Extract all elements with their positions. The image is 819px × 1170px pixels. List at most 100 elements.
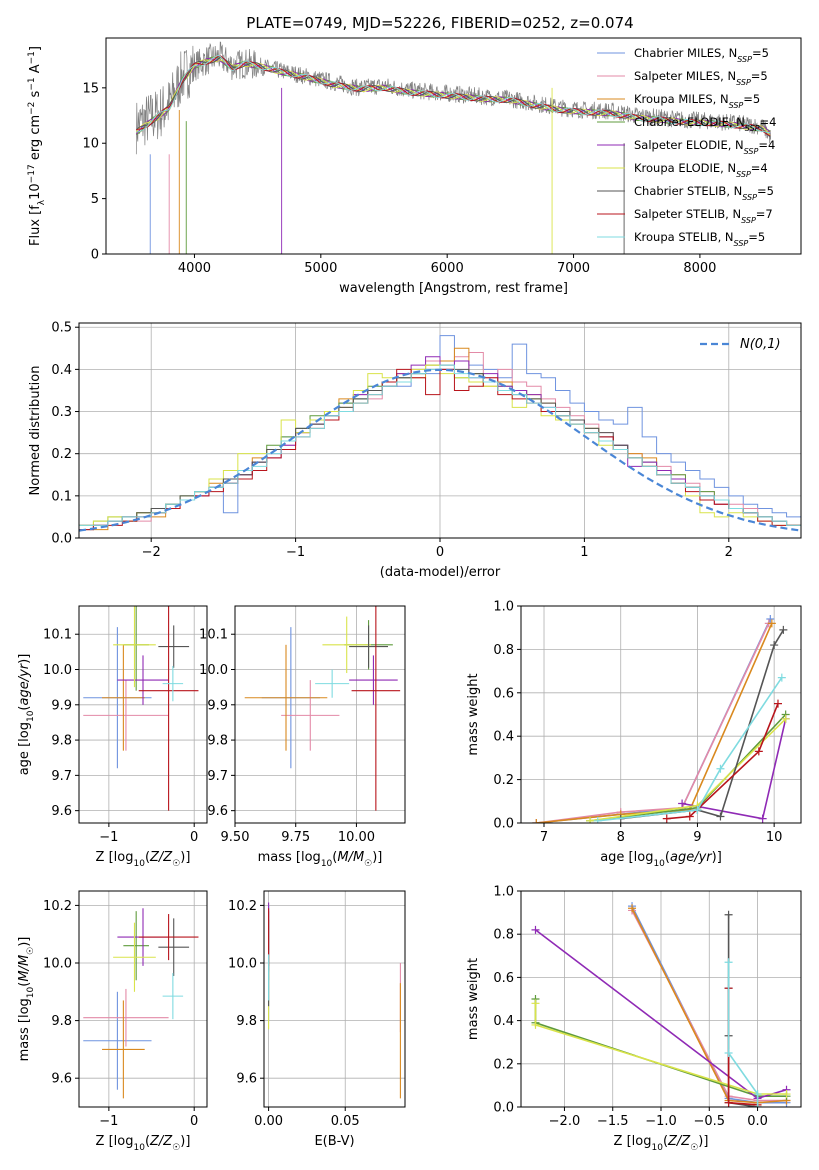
legend-label: Salpeter STELIB, NSSP=7 — [634, 207, 773, 225]
x-axis-label-part: ( — [145, 850, 150, 865]
y-tick-label: 10.0 — [43, 957, 72, 972]
weight-marker — [777, 673, 786, 682]
legend-sub: SSP — [744, 147, 759, 156]
y-axis-label-part: ☉ — [26, 947, 36, 955]
plot-area — [135, 41, 772, 254]
weight-marker — [770, 641, 779, 650]
weight-marker — [753, 1090, 762, 1099]
x-axis-label-part: 10 — [321, 859, 333, 869]
plot-area — [79, 323, 801, 538]
weight-marker — [758, 814, 767, 823]
weight-marker — [767, 619, 776, 628]
weight-marker — [753, 1103, 762, 1107]
x-axis-label-part: M/M — [337, 850, 364, 865]
weight-marker — [724, 910, 733, 919]
x-tick-label: 9.50 — [221, 830, 250, 845]
x-tick-label: −0.5 — [693, 1114, 725, 1129]
legend-nssp: =5 — [752, 46, 769, 60]
y-tick-label: 0.6 — [493, 971, 514, 986]
y-tick-label: 0 — [91, 248, 99, 263]
y-tick-label: 0.8 — [493, 643, 514, 658]
weight-marker — [693, 805, 702, 814]
x-tick-label: −2.0 — [549, 1114, 581, 1129]
legend-nssp: =4 — [751, 161, 768, 175]
y-axis-label-part: −1 — [27, 77, 37, 90]
x-tick-label: 9 — [693, 830, 701, 845]
y-tick-label: 0.8 — [493, 928, 514, 943]
y-axis-label-part: s — [28, 90, 43, 101]
figure-title: PLATE=0749, MJD=52226, FIBERID=0252, z=0… — [246, 14, 633, 32]
axes-frame — [263, 890, 406, 1108]
y-tick-label: 10.2 — [228, 899, 257, 914]
y-tick-label: 9.6 — [207, 804, 228, 819]
weight-marker — [678, 799, 687, 808]
weight-marker — [531, 1020, 540, 1029]
model-spectrum-salpeter-stelib — [136, 54, 771, 136]
panel-age-vs-Z: −1 09.69.79.89.910.010.1Z [log10(Z/Z☉)]ag… — [17, 605, 208, 869]
y-tick-label: 0.2 — [493, 773, 514, 788]
legend-label: Salpeter ELODIE, NSSP=4 — [634, 138, 775, 156]
y-axis-label-part: 10 — [26, 710, 36, 722]
legend-name: Salpeter ELODIE — [634, 138, 728, 152]
y-axis-label-part: ( — [17, 982, 32, 987]
legend-name: Chabrier MILES — [634, 46, 721, 60]
x-axis-label-part: ☉ — [172, 859, 180, 869]
legend-sub: SSP — [729, 101, 744, 110]
x-axis-label-part: age [log — [600, 850, 653, 865]
y-axis-label-part: ( — [17, 706, 32, 711]
legend-name: Chabrier ELODIE — [634, 115, 729, 129]
histogram-kroupa-stelib — [79, 364, 801, 526]
legend-label-normal: N(0,1) — [740, 337, 781, 352]
x-tick-label: 5000 — [304, 261, 337, 276]
x-axis-label-part: mass [log — [258, 850, 321, 865]
plot-area — [521, 606, 801, 823]
panel-weight-vs-Z: −2.0 −1.5 −1.0 −0.5 0.0 0.0 0.2 0.4 0.6 0.8 1.0 Z [… — [466, 885, 802, 1153]
x-tick-label: 7000 — [557, 261, 590, 276]
x-axis-label-part: ( — [145, 1134, 150, 1149]
x-tick-label: 0.0 — [747, 1114, 768, 1129]
x-axis-label: wavelength [Angstrom, rest frame] — [339, 281, 568, 296]
y-tick-label: 9.6 — [51, 1072, 72, 1087]
y-tick-label: 0.4 — [493, 730, 514, 745]
x-axis-label-part: Z [log — [96, 850, 134, 865]
y-axis-label-part: Flux [f — [28, 205, 43, 246]
x-axis-label: age [log10(age/yr)] — [600, 850, 722, 869]
x-axis-label-part: Z [log — [96, 1134, 134, 1149]
legend-nssp: =5 — [748, 230, 765, 244]
weight-line-salpeter-stelib — [666, 703, 779, 820]
legend-name: Chabrier STELIB — [634, 184, 726, 198]
y-tick-label: 9.8 — [236, 1014, 257, 1029]
legend-sep: , N — [725, 207, 741, 221]
weight-line-kroupa-stelib — [727, 962, 759, 1107]
y-tick-label: 0.4 — [51, 363, 72, 378]
y-axis-label: Normed distribution — [28, 366, 43, 496]
y-tick-label: 0.2 — [493, 1057, 514, 1072]
x-axis-label: mass [log10(M/M☉)] — [258, 850, 383, 869]
x-tick-label: 7 — [540, 830, 548, 845]
y-axis-label-part: 10 — [26, 986, 36, 998]
legend-sep: , N — [718, 230, 734, 244]
y-axis-label-part: −1 — [27, 51, 37, 64]
x-tick-label: 10.00 — [338, 830, 375, 845]
x-axis-label-part: age/yr — [670, 850, 713, 865]
weight-marker — [716, 764, 725, 773]
legend-sub: SSP — [745, 124, 760, 133]
y-axis-label-part: −2 — [27, 102, 37, 115]
y-axis-label: age [log10(age/yr)] — [17, 654, 36, 776]
legend-sub: SSP — [742, 193, 757, 202]
legend-sub: SSP — [737, 55, 752, 64]
panel-age-vs-mass: 9.50 9.75 10.00 9.6 9.7 9.8 9.9 10.0 10.1 mass [l… — [199, 605, 406, 869]
y-tick-label: 10.2 — [43, 899, 72, 914]
y-axis-label-part: age/yr — [17, 662, 32, 705]
plot-area — [264, 891, 405, 1107]
x-tick-label: −1 — [286, 545, 305, 560]
weight-marker — [773, 699, 782, 708]
y-tick-label: 9.8 — [207, 734, 228, 749]
y-axis-label: mass weight — [466, 958, 481, 1040]
weight-marker — [593, 816, 602, 823]
weight-line-kroupa-miles — [536, 623, 773, 823]
axes-frame — [78, 890, 208, 1108]
weight-marker — [782, 1090, 791, 1099]
legend-sep: , N — [721, 46, 737, 60]
